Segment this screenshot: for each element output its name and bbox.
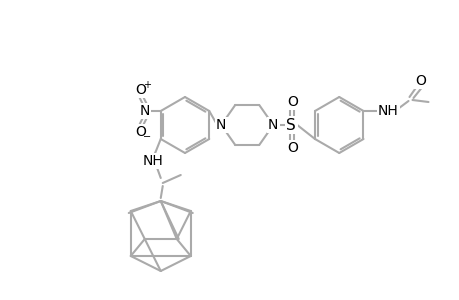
Text: O: O [286,141,297,155]
Text: NH: NH [142,154,163,168]
Text: O: O [135,83,146,97]
Text: N: N [216,118,226,132]
Text: −: − [142,132,151,142]
Text: S: S [286,118,296,133]
Text: N: N [268,118,278,132]
Text: O: O [135,125,146,139]
Text: N: N [139,104,150,118]
Text: +: + [142,80,151,90]
Text: O: O [414,74,425,88]
Text: NH: NH [377,104,398,118]
Text: O: O [286,95,297,109]
